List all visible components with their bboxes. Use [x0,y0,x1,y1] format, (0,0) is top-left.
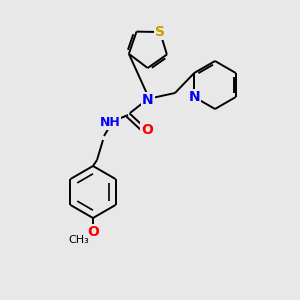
Text: N: N [188,90,200,104]
Text: O: O [87,225,99,239]
Text: O: O [141,123,153,137]
Text: NH: NH [100,116,120,128]
Text: CH₃: CH₃ [69,235,89,245]
Text: S: S [155,25,165,39]
Text: N: N [142,93,154,107]
